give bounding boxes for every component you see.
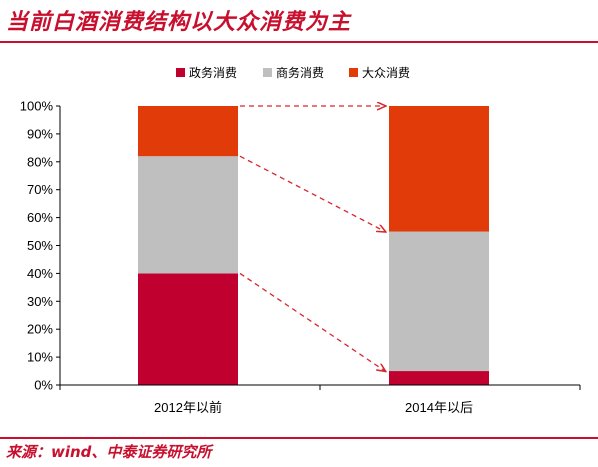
footer-divider xyxy=(0,437,598,439)
page-title: 当前白酒消费结构以大众消费为主 xyxy=(6,10,352,35)
title-divider xyxy=(0,41,598,43)
bar-segment xyxy=(389,371,489,385)
legend-swatch xyxy=(349,68,358,77)
legend-label: 商务消费 xyxy=(276,65,324,80)
y-tick-label: 20% xyxy=(27,322,53,337)
legend-swatch xyxy=(263,68,272,77)
y-tick-label: 80% xyxy=(27,154,53,169)
y-tick-label: 60% xyxy=(27,210,53,225)
y-tick-label: 100% xyxy=(20,99,54,114)
legend-swatch xyxy=(176,68,185,77)
y-tick-label: 10% xyxy=(27,350,53,365)
x-tick-label: 2012年以前 xyxy=(154,400,222,415)
trend-arrow xyxy=(239,272,385,371)
x-tick-label: 2014年以后 xyxy=(405,400,473,415)
y-tick-label: 90% xyxy=(27,126,53,141)
legend-label: 大众消费 xyxy=(362,66,410,80)
y-tick-label: 50% xyxy=(27,238,53,253)
bar-segment xyxy=(138,273,238,385)
bar-segment xyxy=(138,156,238,274)
trend-arrow xyxy=(239,155,385,231)
stacked-bar-chart: 政务消费 商务消费 大众消费 0% 10% 20% 30% 40% 50% 60% 70% 80% 9… xyxy=(20,65,581,415)
bar-segment xyxy=(389,106,489,232)
chart-legend: 政务消费 商务消费 大众消费 xyxy=(176,65,410,80)
y-tick-label: 70% xyxy=(27,182,53,197)
arrows-layer xyxy=(239,106,385,371)
bar-segment xyxy=(389,231,489,372)
y-tick-label: 30% xyxy=(27,294,53,309)
bar-segment xyxy=(138,106,238,157)
bars-layer xyxy=(138,106,489,385)
y-tick-label: 0% xyxy=(34,378,53,393)
axes-layer: 0% 10% 20% 30% 40% 50% 60% 70% 80% 90% 100% 2012年以前… xyxy=(20,99,581,415)
source-note: 来源：wind、中泰证券研究所 xyxy=(6,443,212,461)
legend-label: 政务消费 xyxy=(189,65,237,80)
y-tick-label: 40% xyxy=(27,266,53,281)
